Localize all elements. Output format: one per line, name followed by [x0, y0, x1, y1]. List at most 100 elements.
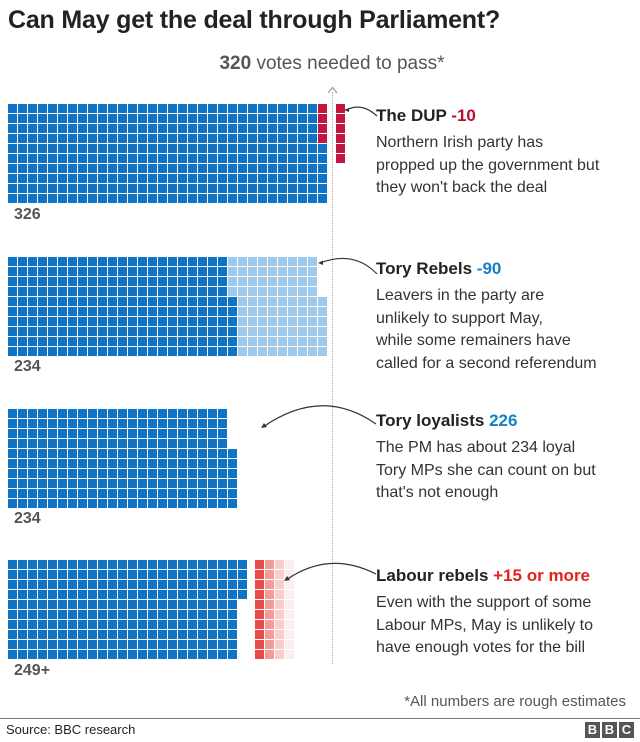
- waffle-square: [178, 449, 187, 458]
- waffle-square: [218, 317, 227, 326]
- waffle-square: [268, 257, 277, 266]
- waffle-square: [8, 499, 17, 508]
- waffle-square: [248, 337, 257, 346]
- waffle-square: [168, 277, 177, 286]
- waffle-square: [58, 134, 67, 143]
- waffle-square: [48, 630, 57, 639]
- waffle-square: [18, 104, 27, 113]
- waffle-square: [128, 337, 137, 346]
- waffle-square: [188, 337, 197, 346]
- waffle-square: [158, 650, 167, 659]
- waffle-square: [108, 164, 117, 173]
- waffle-square: [88, 600, 97, 609]
- waffle-square: [118, 327, 127, 336]
- waffle-square: [178, 347, 187, 356]
- waffle-square: [128, 429, 137, 438]
- waffle-square: [188, 600, 197, 609]
- waffle-square: [118, 489, 127, 498]
- waffle-square: [68, 337, 77, 346]
- waffle-square: [68, 650, 77, 659]
- waffle-square: [58, 307, 67, 316]
- waffle-square: [18, 184, 27, 193]
- waffle-square: [38, 154, 47, 163]
- waffle-square: [28, 429, 37, 438]
- waffle-square: [68, 347, 77, 356]
- waffle-square: [128, 327, 137, 336]
- waffle-square: [318, 114, 327, 123]
- waffle-square: [8, 134, 17, 143]
- waffle-square: [228, 317, 237, 326]
- waffle-square: [218, 327, 227, 336]
- waffle-square: [178, 297, 187, 306]
- bbc-logo: B B C: [585, 722, 634, 738]
- waffle-square: [228, 257, 237, 266]
- waffle-square: [148, 124, 157, 133]
- waffle-square: [238, 297, 247, 306]
- waffle-square: [48, 134, 57, 143]
- waffle-square: [118, 124, 127, 133]
- waffle-square: [188, 610, 197, 619]
- waffle-square: [88, 439, 97, 448]
- waffle-square: [98, 134, 107, 143]
- waffle-square: [288, 144, 297, 153]
- waffle-square: [228, 620, 237, 629]
- waffle-square: [128, 154, 137, 163]
- waffle-square: [58, 560, 67, 569]
- waffle-square: [218, 620, 227, 629]
- waffle-square: [308, 267, 317, 276]
- waffle-square: [158, 600, 167, 609]
- waffle-square: [118, 257, 127, 266]
- waffle-square: [208, 337, 217, 346]
- waffle-square: [88, 104, 97, 113]
- waffle-square: [28, 327, 37, 336]
- waffle-square: [8, 449, 17, 458]
- waffle-square: [188, 650, 197, 659]
- waffle-square: [28, 600, 37, 609]
- waffle-square: [58, 439, 67, 448]
- waffle-square: [18, 419, 27, 428]
- waffle-square: [128, 560, 137, 569]
- waffle-square: [198, 489, 207, 498]
- waffle-square: [118, 560, 127, 569]
- waffle-square: [88, 267, 97, 276]
- waffle-square: [198, 459, 207, 468]
- waffle-square: [198, 337, 207, 346]
- waffle-square: [278, 134, 287, 143]
- waffle-square: [198, 469, 207, 478]
- waffle-square: [265, 600, 274, 609]
- waffle-square: [188, 184, 197, 193]
- waffle-square: [138, 600, 147, 609]
- waffle-square: [128, 620, 137, 629]
- waffle-square: [208, 327, 217, 336]
- waffle-square: [288, 337, 297, 346]
- waffle-square: [218, 277, 227, 286]
- section-total-label: 249+: [14, 662, 51, 679]
- waffle-square: [178, 337, 187, 346]
- waffle-square: [158, 174, 167, 183]
- waffle-square: [248, 164, 257, 173]
- waffle-square: [78, 194, 87, 203]
- waffle-square: [228, 640, 237, 649]
- waffle-square: [248, 124, 257, 133]
- waffle-square: [258, 347, 267, 356]
- waffle-square: [128, 194, 137, 203]
- waffle-square: [188, 257, 197, 266]
- waffle-square: [168, 104, 177, 113]
- annotation-line: The PM has about 234 loyal: [376, 439, 576, 456]
- waffle-square: [118, 194, 127, 203]
- waffle-square: [208, 287, 217, 296]
- waffle-square: [138, 640, 147, 649]
- waffle-square: [128, 144, 137, 153]
- waffle-square: [158, 449, 167, 458]
- waffle-square: [38, 479, 47, 488]
- waffle-square: [218, 114, 227, 123]
- waffle-square: [108, 257, 117, 266]
- annotation-line: Tory MPs she can count on but: [376, 461, 596, 479]
- waffle-square: [38, 439, 47, 448]
- waffle-square: [218, 570, 227, 579]
- waffle-square: [128, 419, 137, 428]
- waffle-square: [138, 164, 147, 173]
- waffle-square: [148, 620, 157, 629]
- waffle-square: [88, 570, 97, 579]
- waffle-square: [98, 327, 107, 336]
